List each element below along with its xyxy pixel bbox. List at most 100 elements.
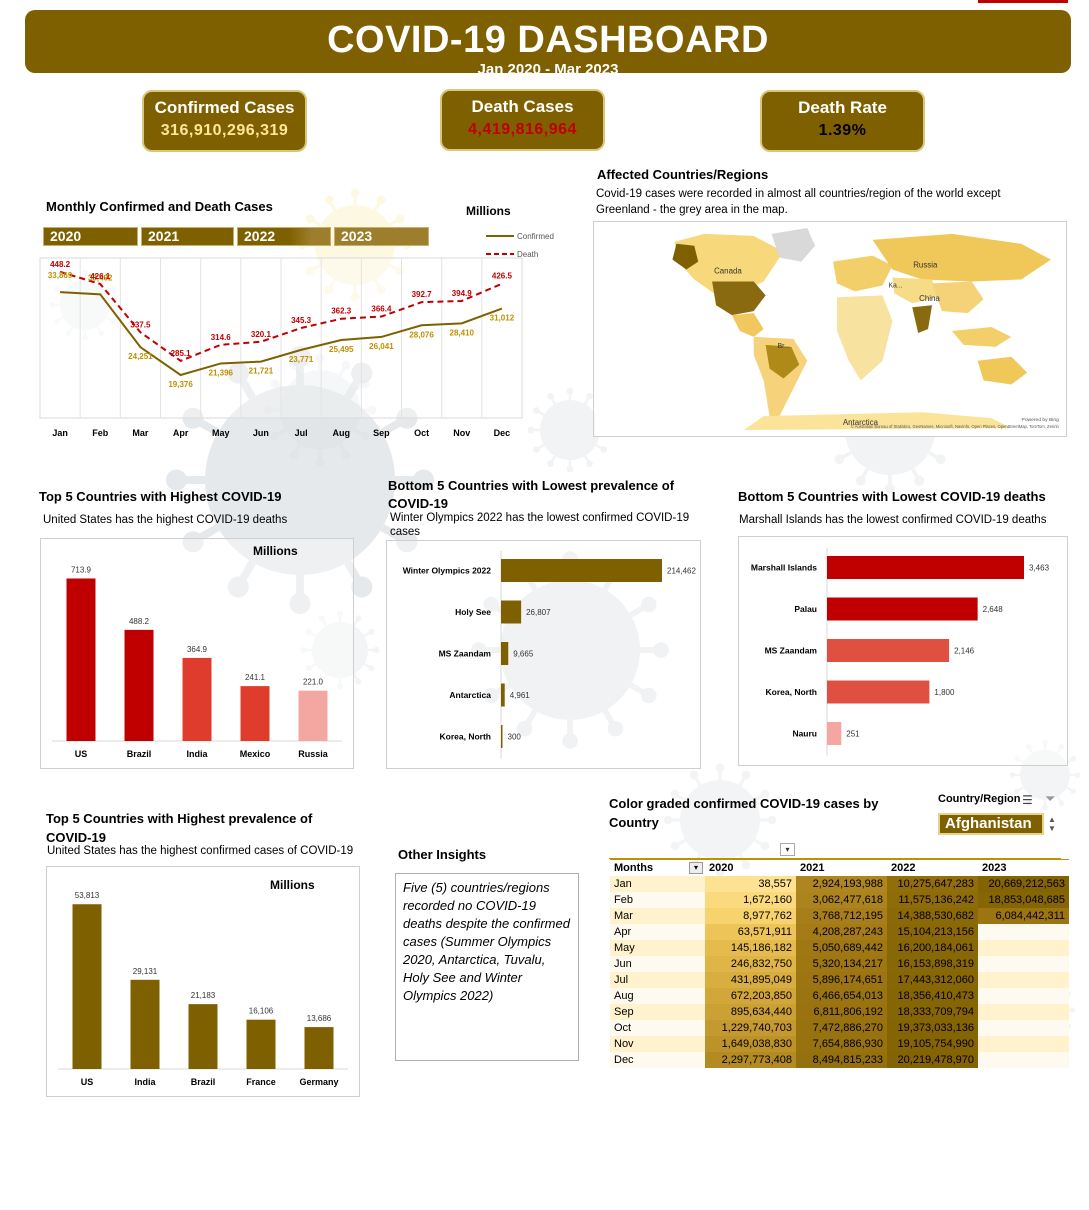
heatmap-month-cell: Sep: [610, 1003, 705, 1020]
x-axis-tick-label: Mar: [132, 428, 149, 438]
virus-spike-tip: [483, 687, 499, 704]
virus-spike: [344, 371, 366, 400]
slicer-scroll-icon[interactable]: ▲ ▼: [1048, 815, 1056, 833]
heatmap-value-cell: [978, 987, 1069, 1004]
year-button-2020[interactable]: 2020: [43, 227, 138, 246]
virus-spike-tip: [336, 683, 344, 690]
virus-spike-tip: [289, 450, 299, 460]
virus-spike: [535, 409, 545, 417]
heatmap-value-cell: 18,333,709,794: [887, 1003, 978, 1020]
virus-spike: [380, 524, 409, 546]
map-antarctica: [743, 412, 1012, 431]
slicer-label: Country/Region: [938, 793, 1021, 805]
virus-spike-tip: [318, 615, 325, 622]
heatmap-title: Color graded confirmed COVID-19 cases by…: [609, 796, 879, 830]
virus-spike-tip: [1014, 788, 1020, 795]
kpi-rate-card: Death Rate 1.39%: [760, 90, 925, 152]
bar-data-label: 1,800: [934, 688, 955, 697]
virus-spike-tip: [341, 450, 351, 460]
virus-spike-tip: [1058, 744, 1065, 750]
virus-spike-tip: [82, 269, 88, 276]
virus-spike-tip: [368, 628, 375, 635]
virus-spike: [738, 774, 748, 787]
map-india: [912, 305, 933, 333]
y-axis-tick-label: Palau: [794, 604, 817, 614]
death-data-label: 285.1: [171, 349, 192, 358]
heatmap-value-cell: 5,320,134,217: [796, 955, 887, 972]
heatmap-value-cell: 63,571,911: [705, 923, 796, 940]
virus-spike-tip: [318, 678, 325, 685]
insights-text: Five (5) countries/regions recorded no C…: [395, 873, 579, 1061]
insights-title: Other Insights: [398, 847, 487, 862]
heatmap-value-cell: [978, 1003, 1069, 1020]
virus-spike-tip: [532, 407, 540, 414]
x-axis-tick-label: India: [134, 1077, 156, 1087]
virus-spike: [521, 709, 538, 731]
page-title: COVID-19 DASHBOARD: [327, 19, 769, 61]
virus-spike-tip: [1069, 1007, 1076, 1013]
bar-data-label: 488.2: [129, 617, 150, 626]
confirmed-data-label: 31,012: [490, 314, 515, 323]
virus-spike-tip: [98, 330, 105, 336]
virus-spike-tip: [324, 195, 334, 205]
year-button-2023[interactable]: 2023: [334, 227, 429, 246]
virus-spike-tip: [670, 841, 680, 851]
heatmap-value-cell: 2,297,773,408: [705, 1051, 796, 1068]
virus-spike-tip: [715, 763, 725, 773]
y-axis-tick-label: Antarctica: [449, 690, 491, 700]
bar: [501, 725, 503, 748]
virus-decoration: [263, 353, 377, 467]
virus-spike-tip: [360, 431, 370, 441]
heatmap-value-cell: 6,084,442,311: [978, 907, 1069, 924]
virus-spike: [344, 560, 366, 589]
bar: [501, 559, 662, 582]
virus-spike: [1027, 746, 1034, 754]
kpi-deaths-value: 4,419,816,964: [468, 121, 577, 138]
slicer-multiselect-icon[interactable]: ☰: [1022, 793, 1033, 807]
year-button-2021[interactable]: 2021: [141, 227, 234, 246]
virus-spike-tip: [368, 665, 375, 672]
death-data-label: 392.7: [412, 290, 433, 299]
virus-spike: [274, 428, 287, 438]
heatmap-month-cell: Feb: [610, 891, 705, 908]
bar: [827, 722, 842, 745]
slicer-clear-filter-icon[interactable]: ⏷: [1045, 791, 1056, 806]
virus-spike-tip: [49, 302, 56, 308]
bar: [501, 600, 522, 624]
x-axis-tick-label: Feb: [92, 428, 109, 438]
heatmap-value-cell: [978, 971, 1069, 988]
slicer-selected-country[interactable]: Afghanistan: [938, 813, 1044, 835]
virus-spike: [307, 630, 317, 638]
virus-spike: [629, 601, 651, 618]
virus-spike-tip: [641, 687, 657, 704]
virus-spike-tip: [270, 431, 280, 441]
virus-spike-tip: [935, 454, 946, 465]
virus-spike: [234, 560, 256, 589]
x-axis-tick-label: US: [81, 1077, 94, 1087]
virus-body: [540, 400, 600, 460]
heatmap-value-cell: 38,557: [705, 875, 796, 892]
bar: [66, 578, 96, 741]
column-filter-dropdown-icon[interactable]: ▾: [780, 843, 795, 856]
world-map[interactable]: Canada Russia Ka... China Br... Antarcti…: [593, 221, 1067, 437]
virus-spike-tip: [607, 721, 624, 737]
map-brazil: [765, 344, 800, 379]
virus-spike-tip: [562, 733, 578, 749]
virus-spike: [338, 443, 348, 456]
kpi-deaths-label: Death Cases: [471, 97, 574, 116]
virus-spike-tip: [315, 457, 325, 467]
months-filter-icon[interactable]: ▾: [689, 862, 703, 874]
virus-spike: [106, 316, 114, 323]
virus-spike: [352, 673, 360, 683]
virus-decoration: [165, 345, 435, 615]
virus-spike-tip: [263, 405, 273, 415]
heatmap-value-cell: 3,768,712,195: [796, 907, 887, 924]
virus-spike-tip: [360, 379, 370, 389]
virus-spike-tip: [516, 721, 533, 737]
heatmap-value-cell: 10,275,647,283: [887, 875, 978, 892]
virus-spike: [363, 630, 373, 638]
heatmap-row: Jun 246,832,750 5,320,134,217 16,153,898,31…: [610, 955, 1069, 972]
x-axis-tick-label: Jan: [52, 428, 68, 438]
year-button-2022[interactable]: 2022: [237, 227, 331, 246]
virus-spike-tip: [527, 426, 535, 434]
